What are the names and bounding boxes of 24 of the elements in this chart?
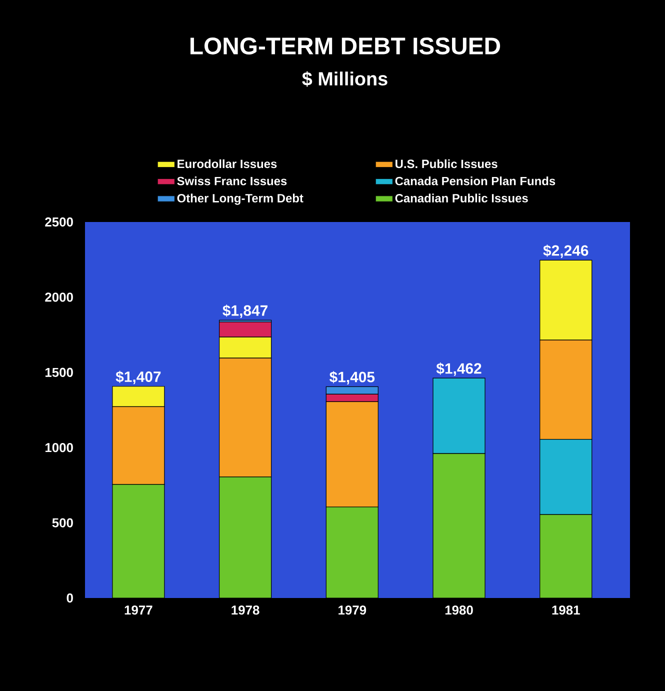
y-tick-label: 0	[66, 593, 73, 603]
chart-title: LONG-TERM DEBT ISSUED	[190, 38, 500, 54]
legend-label: Canada Pension Plan Funds	[395, 176, 556, 186]
total-label: $1,462	[436, 362, 482, 376]
y-tick-label: 2500	[45, 217, 73, 227]
chart-subtitle: $ Millions	[302, 71, 388, 87]
y-tick-label: 2000	[45, 292, 73, 302]
legend-label: Swiss Franc Issues	[177, 176, 287, 186]
total-label: $1,405	[330, 371, 375, 384]
x-tick-label: 1977	[124, 606, 152, 615]
x-tick-label: 1978	[232, 606, 260, 615]
x-tick-label: 1979	[338, 606, 366, 615]
legend-label: U.S. Public Issues	[396, 159, 498, 168]
y-tick-label: 1000	[45, 443, 73, 452]
legend-label: Eurodollar Issues	[178, 159, 277, 168]
total-label: $1,407	[116, 370, 161, 384]
total-label: $1,847	[222, 304, 268, 318]
total-label: $2,246	[543, 244, 588, 258]
legend-label: Other Long-Term Debt	[177, 194, 304, 205]
x-tick-label: 1981	[552, 606, 580, 615]
y-tick-label: 500	[52, 518, 73, 528]
y-tick-label: 1500	[45, 368, 73, 377]
x-tick-label: 1980	[445, 606, 473, 615]
legend-label: Canadian Public Issues	[395, 194, 528, 202]
